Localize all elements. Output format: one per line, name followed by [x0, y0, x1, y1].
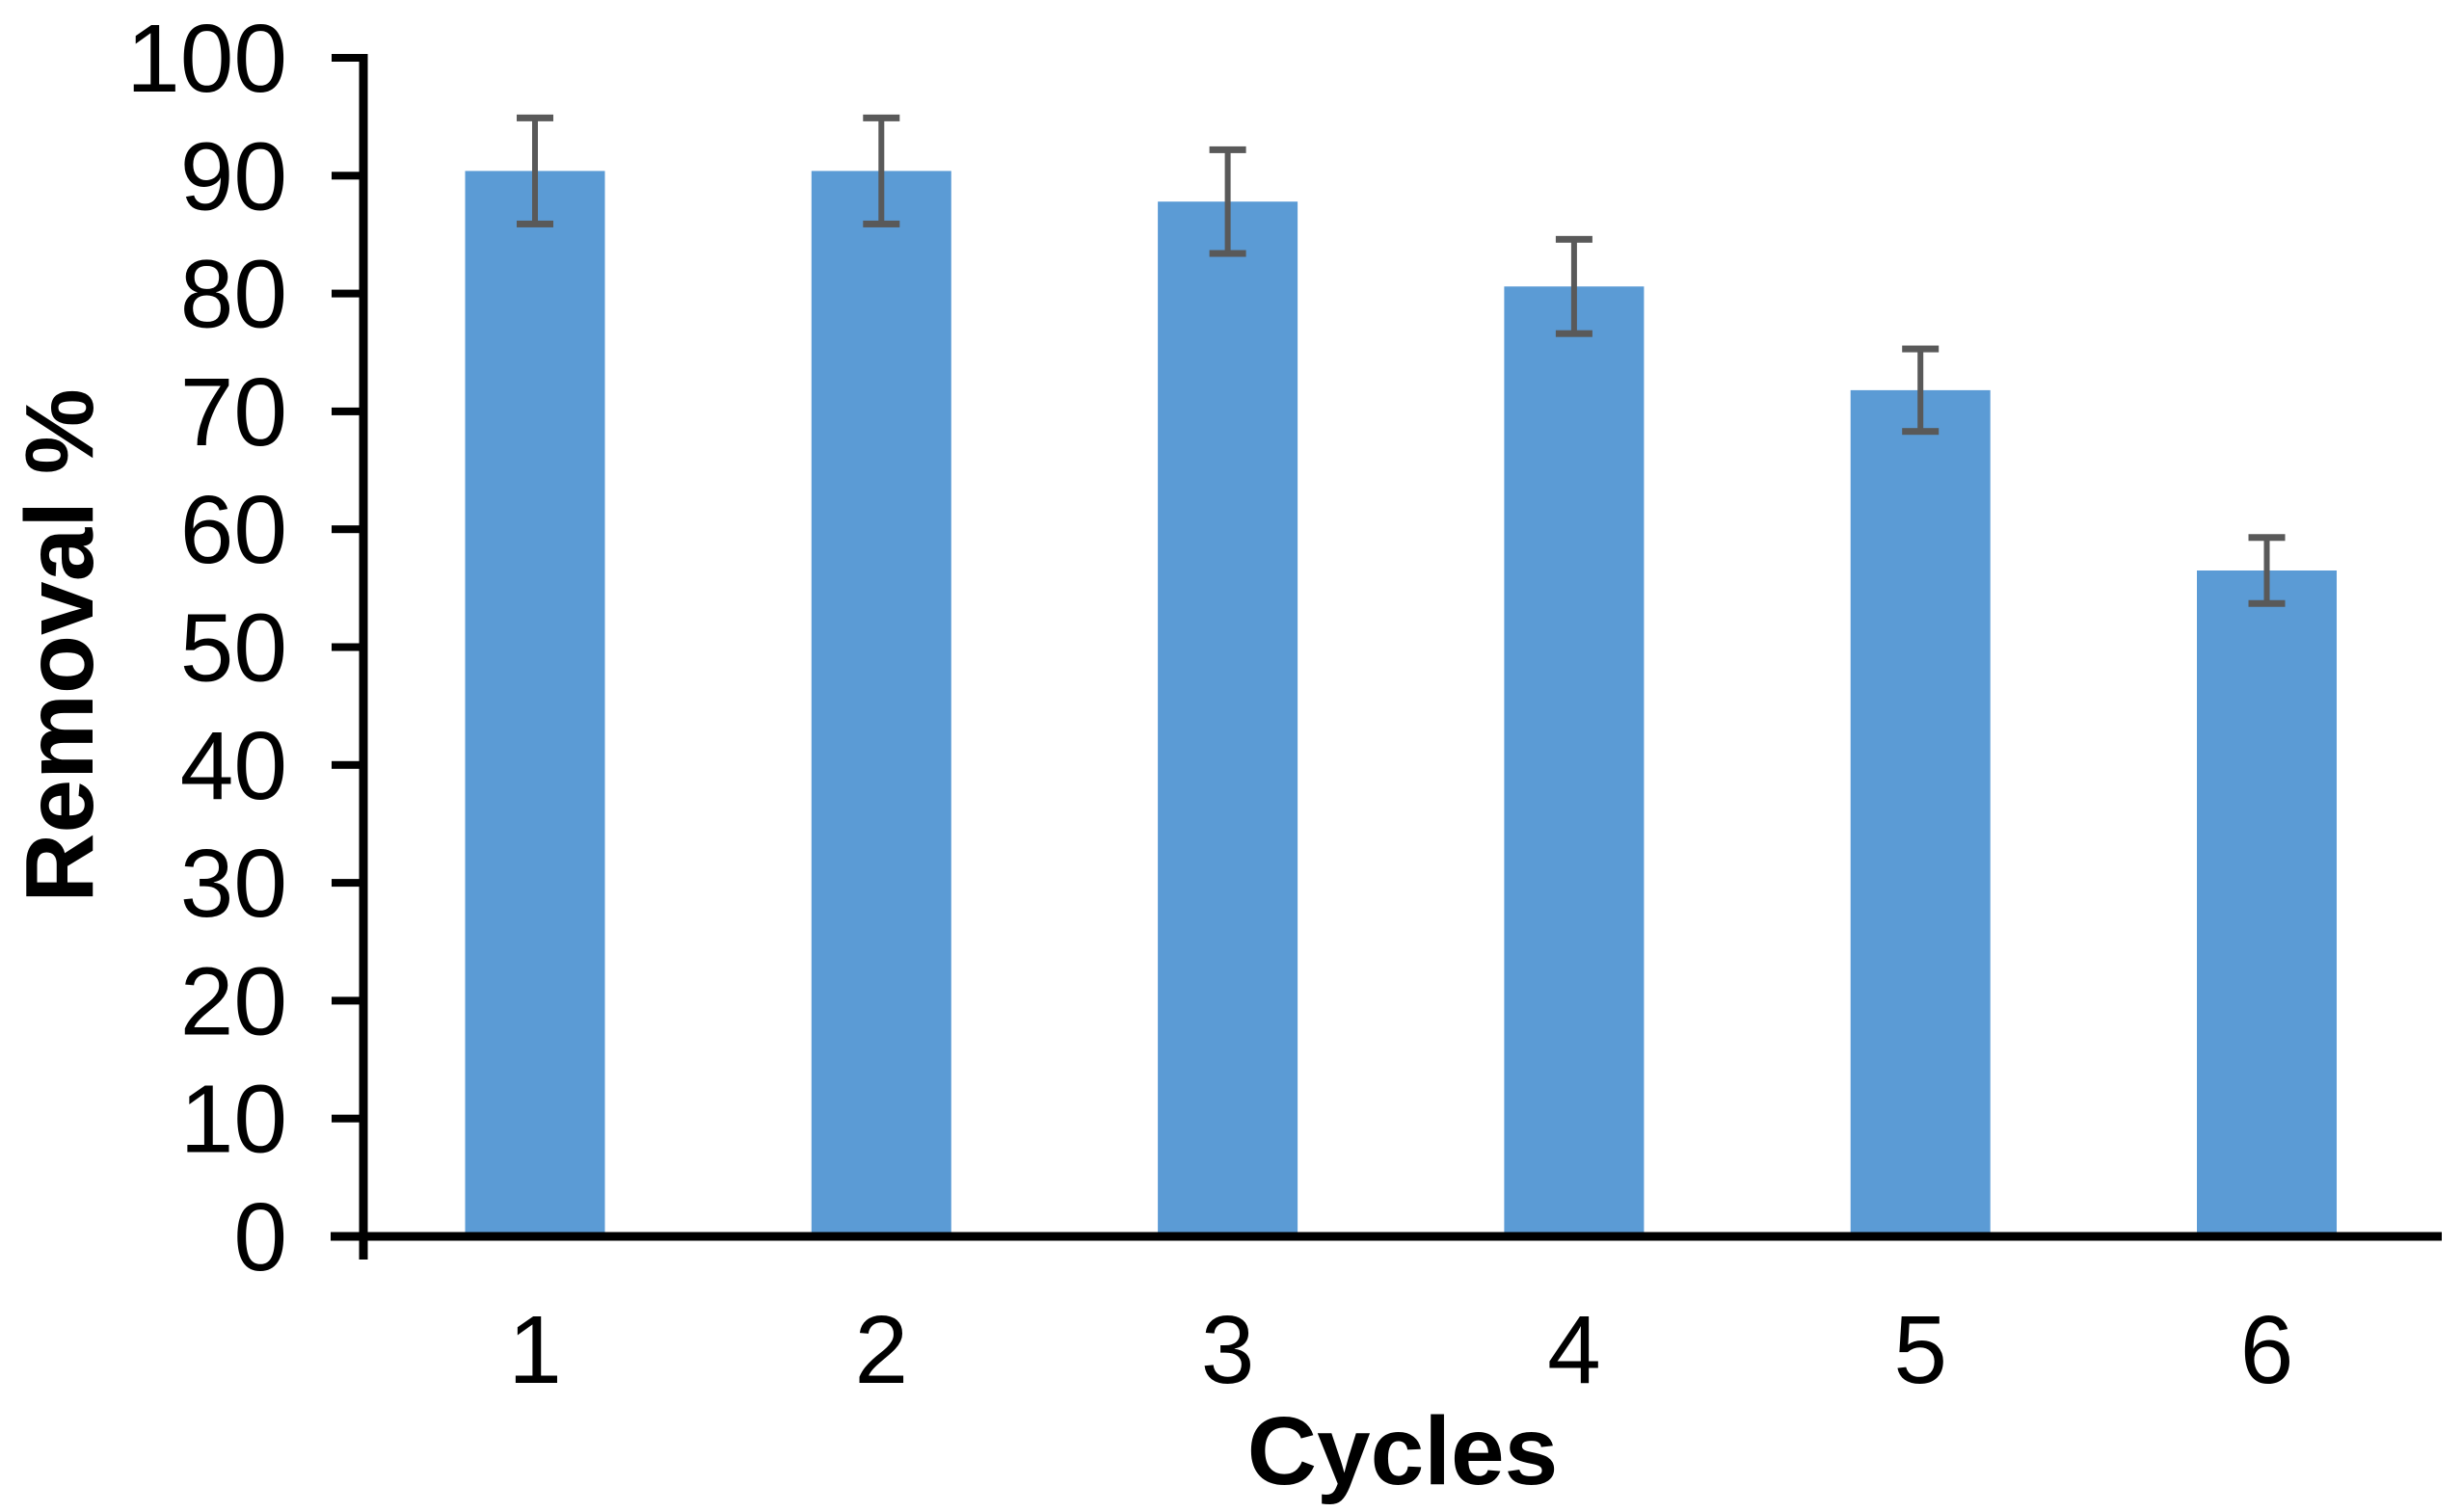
error-bar-top-cap — [1555, 235, 1592, 243]
error-bar-line — [1570, 239, 1577, 334]
error-bar-top-cap — [517, 114, 553, 121]
y-tick — [332, 760, 363, 769]
error-bar-top-cap — [863, 114, 900, 121]
y-tick — [332, 289, 363, 298]
y-tick — [332, 996, 363, 1005]
x-category-label: 3 — [1201, 1296, 1255, 1404]
y-tick — [332, 54, 363, 62]
error-bar-bottom-cap — [517, 220, 553, 227]
error-bar-line — [2263, 537, 2270, 604]
y-tick-label: 60 — [180, 476, 287, 584]
y-tick-label: 40 — [180, 712, 287, 820]
error-bar-bottom-cap — [863, 220, 900, 227]
y-tick-label: 50 — [180, 595, 287, 703]
y-tick — [332, 525, 363, 534]
bar-cycle-2 — [811, 171, 951, 1237]
error-bar-top-cap — [2248, 534, 2286, 542]
y-tick-label: 90 — [180, 122, 287, 230]
error-bar-bottom-cap — [1555, 330, 1592, 337]
x-axis-title: Cycles — [1246, 1397, 1559, 1505]
error-bar-line — [878, 118, 885, 225]
y-tick-label: 30 — [180, 830, 287, 938]
y-axis-title: Removal % — [6, 388, 114, 903]
y-tick — [332, 879, 363, 888]
error-bar-line — [1917, 349, 1924, 432]
error-bar-top-cap — [1902, 345, 1940, 353]
error-bar-bottom-cap — [1209, 250, 1246, 257]
x-category-label: 4 — [1547, 1296, 1601, 1404]
error-bar-bottom-cap — [1902, 428, 1940, 436]
x-category-label: 5 — [1893, 1296, 1947, 1404]
x-axis-line — [331, 1232, 2442, 1241]
y-tick — [332, 643, 363, 651]
y-tick-label: 70 — [180, 358, 287, 466]
y-tick-label: 80 — [180, 241, 287, 349]
y-axis-line — [359, 54, 368, 1240]
y-tick-label: 100 — [126, 5, 287, 113]
y-tick — [332, 1114, 363, 1123]
bar-cycle-4 — [1504, 286, 1645, 1237]
y-tick-label: 20 — [180, 947, 287, 1055]
x-axis-edge-tick — [359, 1236, 368, 1260]
x-category-label: 6 — [2240, 1296, 2294, 1404]
error-bar-line — [1224, 149, 1231, 254]
error-bar-top-cap — [1209, 146, 1246, 153]
bar-cycle-5 — [1850, 389, 1991, 1236]
x-category-label: 2 — [854, 1296, 908, 1404]
y-tick-label: 10 — [180, 1066, 287, 1174]
x-category-label: 1 — [508, 1296, 562, 1404]
y-tick — [332, 172, 363, 180]
y-tick-label: 0 — [233, 1183, 287, 1291]
bar-cycle-1 — [465, 171, 605, 1237]
error-bar-bottom-cap — [2248, 599, 2286, 607]
error-bar-line — [532, 118, 538, 225]
bar-cycle-3 — [1158, 201, 1298, 1236]
y-tick — [332, 407, 363, 415]
bar-cycle-6 — [2197, 570, 2337, 1236]
